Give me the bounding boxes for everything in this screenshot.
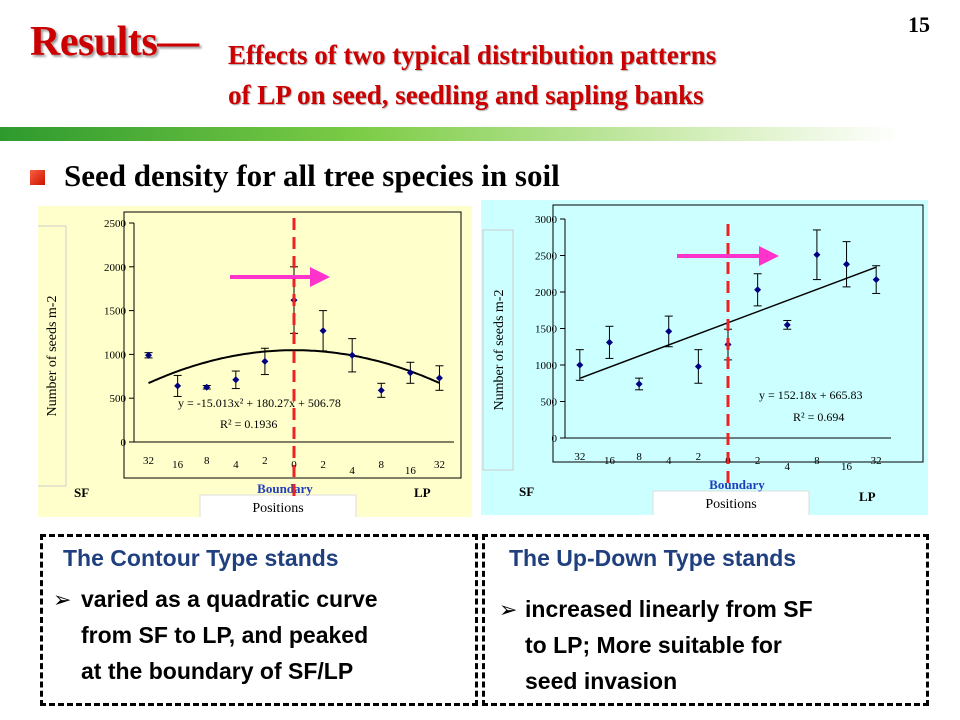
y-tick-label: 2000 — [104, 262, 127, 274]
y-tick-label: 1500 — [104, 306, 127, 318]
data-point — [319, 327, 327, 335]
x-tick-label: 8 — [379, 459, 385, 471]
y-tick-label: 0 — [121, 437, 127, 449]
data-point — [435, 374, 443, 382]
x-tick-label: 2 — [755, 455, 761, 467]
data-point — [145, 351, 153, 359]
y-tick-label: 2000 — [535, 287, 558, 299]
fit-equation: y = 152.18x + 665.83 — [759, 388, 863, 402]
data-point — [203, 383, 211, 391]
box-line: varied as a quadratic curve — [81, 586, 378, 612]
data-point — [576, 361, 584, 369]
data-point — [232, 376, 240, 384]
data-point — [843, 260, 851, 268]
trend-curve — [148, 349, 440, 385]
plot-frame — [552, 204, 924, 463]
data-point — [605, 338, 613, 346]
x-tick-label: 2 — [320, 459, 326, 471]
box-line: increased linearly from SF — [525, 596, 813, 622]
direction-arrow-head — [759, 246, 779, 266]
ylabel-box — [482, 229, 514, 471]
lp-label: LP — [414, 485, 431, 500]
sf-label: SF — [519, 484, 534, 499]
data-point — [694, 362, 702, 370]
x-tick-label: 8 — [204, 455, 210, 467]
x-axis-label: Positions — [705, 497, 756, 512]
x-tick-label: 4 — [349, 465, 355, 477]
fit-r2: R² = 0.1936 — [220, 417, 277, 431]
data-point — [754, 286, 762, 294]
y-tick-label: 1000 — [104, 349, 127, 361]
title-main: Results— — [30, 19, 199, 65]
fit-r2: R² = 0.694 — [793, 410, 844, 424]
y-tick-label: 1000 — [535, 360, 558, 372]
x-tick-label: 4 — [233, 459, 239, 471]
y-axis-label: Number of seeds m-2 — [45, 296, 60, 417]
x-tick-label: 16 — [405, 465, 417, 477]
x-tick-label: 16 — [172, 459, 184, 471]
box-line: to LP; More suitable for — [525, 632, 782, 658]
sf-label: SF — [74, 485, 89, 500]
x-tick-label: 16 — [841, 461, 853, 473]
section-heading: Seed density for all tree species in soi… — [64, 158, 560, 193]
slide-number: 15 — [908, 12, 930, 37]
ylabel-box — [35, 225, 67, 487]
x-tick-label: 2 — [696, 451, 702, 463]
box-heading: The Contour Type stands — [63, 545, 339, 571]
data-point — [377, 386, 385, 394]
boundary-label: Boundary — [709, 477, 765, 492]
x-tick-label: 32 — [434, 459, 445, 471]
x-tick-label: 4 — [785, 461, 791, 473]
bullet-arrow-icon: ➢ — [499, 597, 518, 622]
chart-contour: 0 500 1000 1500 2000 2500 Number of seeds m-2 3… — [35, 211, 462, 528]
y-tick-label: 500 — [541, 397, 558, 409]
summary-box-updown: The Up-Down Type stands ➢ increased line… — [482, 534, 929, 706]
box-heading: The Up-Down Type stands — [509, 545, 797, 571]
data-point — [665, 327, 673, 335]
x-tick-label: 4 — [666, 455, 672, 467]
chart-updown: 0 500 1000 1500 2000 2500 3000 Number of seeds … — [482, 204, 924, 524]
x-tick-label: 32 — [871, 455, 882, 467]
x-tick-label: 16 — [604, 455, 616, 467]
x-tick-label: 32 — [143, 455, 154, 467]
box-line: seed invasion — [525, 668, 678, 694]
y-tick-label: 3000 — [535, 214, 558, 226]
box-line: at the boundary of SF/LP — [81, 658, 354, 684]
fit-equation: y = -15.013x² + 180.27x + 506.78 — [178, 396, 341, 410]
chart-panel-updown: 0 500 1000 1500 2000 2500 3000 Number of seeds … — [481, 200, 928, 524]
boundary-label: Boundary — [257, 481, 313, 496]
data-point — [261, 357, 269, 365]
y-tick-label: 1500 — [535, 324, 558, 336]
bullet-arrow-icon: ➢ — [53, 587, 72, 612]
title-underline-bar — [0, 127, 900, 141]
y-tick-label: 500 — [110, 393, 127, 405]
x-axis-label: Positions — [252, 501, 303, 516]
y-tick-label: 0 — [552, 433, 558, 445]
x-tick-label: 8 — [814, 455, 820, 467]
chart-panel-contour: 0 500 1000 1500 2000 2500 Number of seeds m-2 3… — [35, 206, 472, 528]
title-subtitle-line1: Effects of two typical distribution patt… — [228, 40, 717, 70]
y-tick-label: 2500 — [104, 218, 127, 230]
summary-box-contour: The Contour Type stands ➢ varied as a qu… — [40, 534, 478, 706]
x-tick-label: 2 — [262, 455, 268, 467]
data-point — [813, 251, 821, 259]
data-point — [635, 380, 643, 388]
data-point — [348, 351, 356, 359]
y-tick-label: 2500 — [535, 251, 558, 263]
x-tick-label: 8 — [636, 451, 642, 463]
data-point — [406, 369, 414, 377]
data-point — [174, 382, 182, 390]
y-axis-label: Number of seeds m-2 — [492, 290, 507, 411]
data-point — [872, 276, 880, 284]
box-line: from SF to LP, and peaked — [81, 622, 369, 648]
direction-arrow-head — [310, 267, 330, 287]
bullet-square-icon — [28, 168, 45, 185]
x-tick-label: 32 — [574, 451, 585, 463]
title-subtitle-line2: of LP on seed, seedling and sapling bank… — [228, 80, 704, 110]
data-point — [783, 321, 791, 329]
lp-label: LP — [859, 489, 876, 504]
